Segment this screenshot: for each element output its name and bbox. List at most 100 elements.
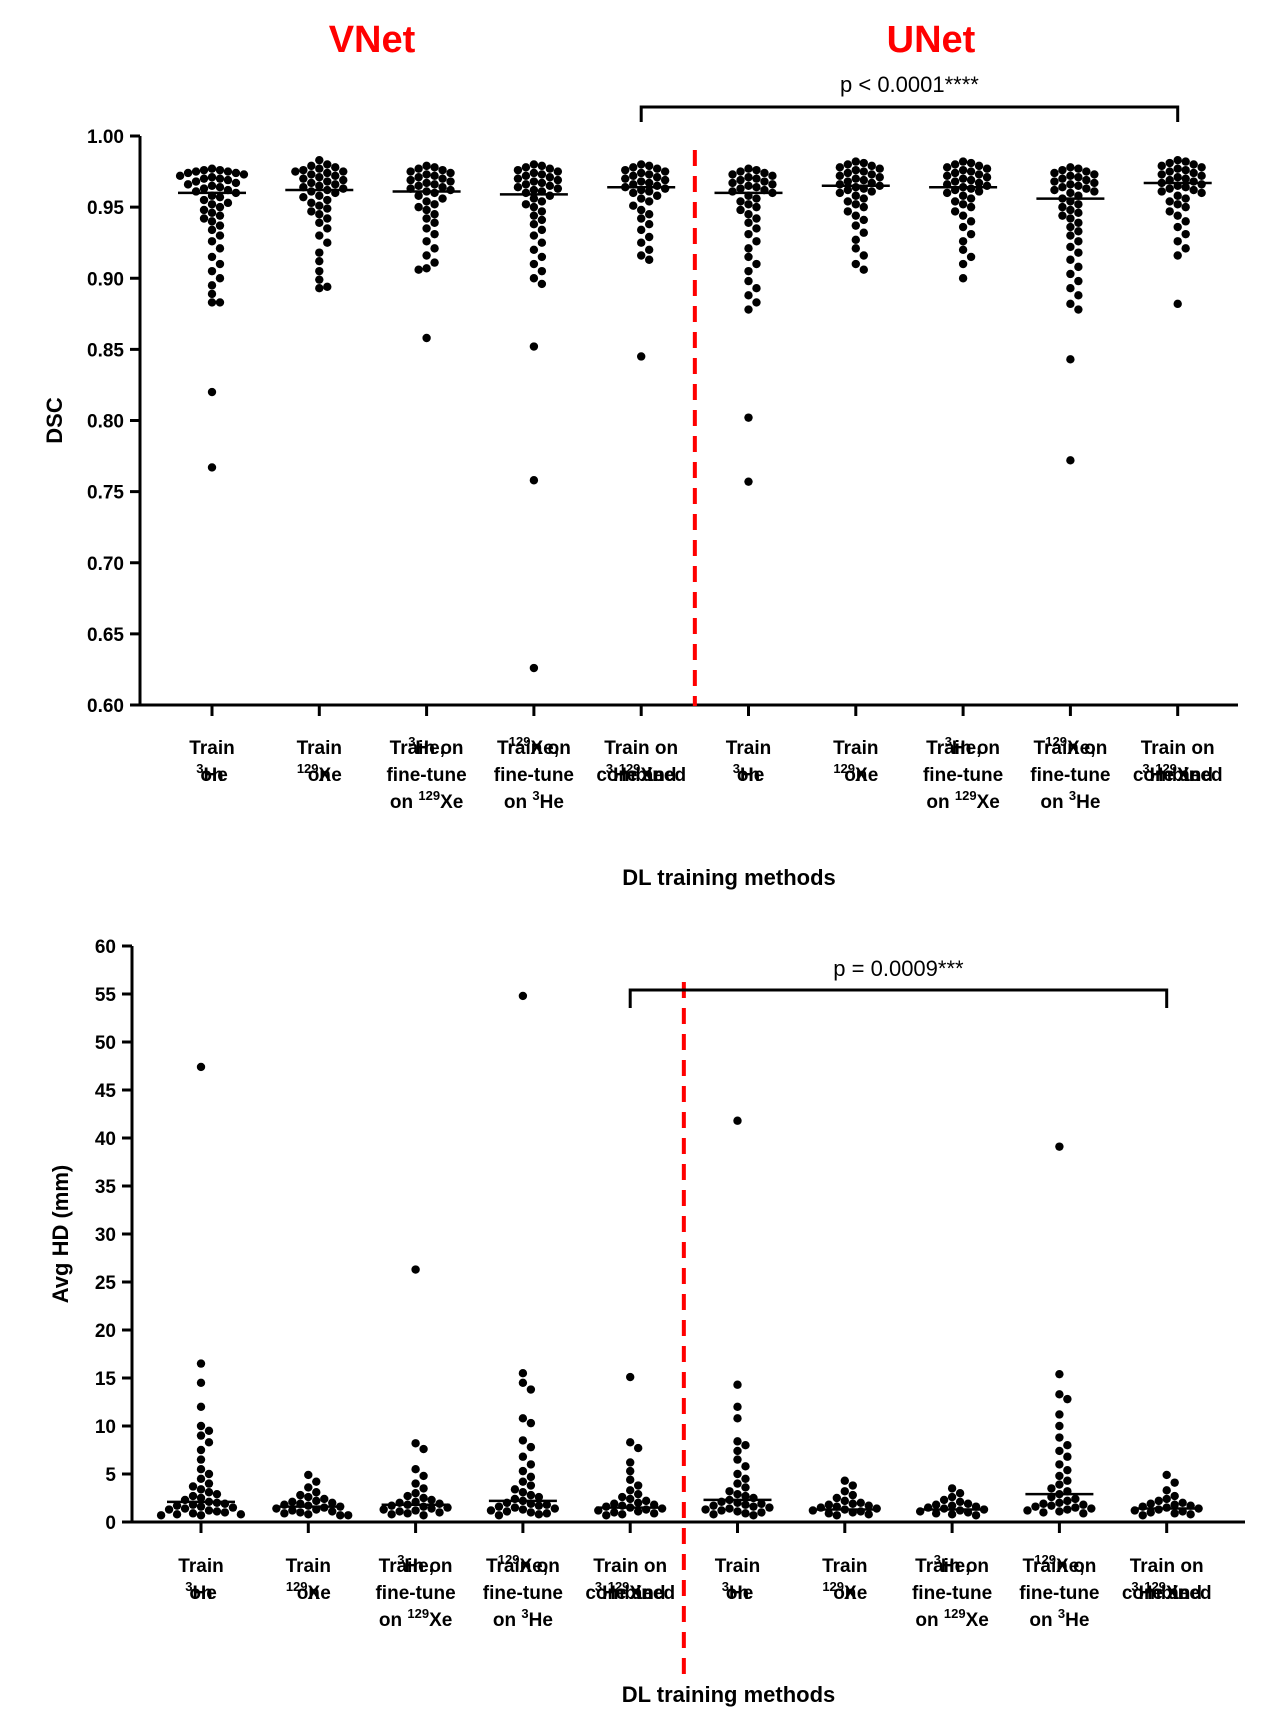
data-point xyxy=(733,1469,742,1479)
data-point xyxy=(172,1510,182,1519)
data-point xyxy=(529,342,539,351)
data-point xyxy=(1170,1509,1179,1518)
data-point xyxy=(1165,197,1174,206)
data-point xyxy=(1170,1478,1179,1487)
x-axis-title: DL training methods xyxy=(622,1682,836,1707)
data-point xyxy=(542,1509,552,1518)
data-point xyxy=(403,1509,412,1518)
data-point xyxy=(633,1481,643,1490)
data-point xyxy=(1063,1505,1072,1514)
data-point xyxy=(1074,227,1083,236)
data-point xyxy=(537,252,547,262)
data-point xyxy=(963,1499,973,1508)
data-point xyxy=(422,205,431,215)
x-category-label: Train on combined3He and129Xe xyxy=(1133,738,1223,786)
data-point xyxy=(835,163,845,172)
data-point xyxy=(204,1488,214,1497)
data-point xyxy=(660,175,670,185)
data-point xyxy=(427,1495,436,1505)
data-point xyxy=(1162,1486,1171,1495)
data-point xyxy=(835,180,845,189)
x-axis-title: DL training methods xyxy=(622,865,836,890)
data-point xyxy=(414,173,423,182)
data-point xyxy=(733,1455,742,1464)
data-point xyxy=(637,194,646,203)
data-point xyxy=(207,181,217,190)
data-point xyxy=(958,174,968,183)
data-point xyxy=(196,1421,206,1431)
data-point xyxy=(414,164,423,173)
data-point xyxy=(1181,217,1190,226)
data-point xyxy=(644,170,654,179)
data-point xyxy=(637,160,646,169)
data-point xyxy=(966,252,976,262)
data-point xyxy=(315,210,324,219)
data-point xyxy=(1186,1510,1195,1519)
data-point xyxy=(1066,242,1075,252)
data-point xyxy=(1039,1508,1048,1517)
data-point xyxy=(411,1265,420,1274)
data-point xyxy=(966,158,976,168)
data-point xyxy=(1071,1494,1080,1504)
data-point xyxy=(315,201,324,210)
data-point xyxy=(315,284,324,293)
data-point xyxy=(1074,173,1083,182)
data-point xyxy=(323,282,332,291)
data-point xyxy=(1066,299,1075,309)
data-point xyxy=(741,1474,750,1484)
data-point xyxy=(1050,185,1059,195)
data-point xyxy=(1165,167,1174,176)
heading-unet: UNet xyxy=(887,19,976,61)
data-point xyxy=(534,1501,544,1510)
y-tick-label: 15 xyxy=(95,1369,117,1390)
data-point xyxy=(1058,202,1067,212)
y-tick-label: 35 xyxy=(95,1177,117,1198)
data-point xyxy=(1066,188,1075,198)
data-point xyxy=(315,256,324,266)
data-point xyxy=(204,1426,214,1436)
data-point xyxy=(626,1475,635,1484)
data-point xyxy=(950,207,960,216)
data-point xyxy=(835,171,845,181)
data-point xyxy=(1074,218,1083,227)
data-point xyxy=(744,266,753,276)
significance-bracket xyxy=(639,105,1180,122)
data-point xyxy=(196,1474,206,1484)
data-point xyxy=(207,463,217,472)
data-point xyxy=(223,167,233,176)
data-point xyxy=(207,208,217,218)
data-point xyxy=(1181,174,1190,183)
data-point xyxy=(1066,284,1075,293)
y-axis-title: Avg HD (mm) xyxy=(48,1165,73,1304)
data-point xyxy=(411,1506,420,1515)
data-point xyxy=(529,168,539,178)
data-point xyxy=(1074,200,1083,209)
data-point xyxy=(553,167,563,176)
data-point xyxy=(502,1507,512,1516)
data-point xyxy=(537,197,547,206)
data-point xyxy=(529,476,539,485)
y-tick-label: 0.60 xyxy=(87,696,124,717)
data-point xyxy=(215,183,225,192)
data-point xyxy=(1090,170,1099,179)
data-point xyxy=(824,1509,834,1518)
data-point xyxy=(733,1489,742,1499)
data-point xyxy=(307,207,316,216)
heading-vnet: VNet xyxy=(329,19,416,61)
data-point xyxy=(518,1369,528,1378)
data-point xyxy=(851,183,860,192)
data-point xyxy=(637,238,646,247)
data-point xyxy=(958,237,968,246)
data-point xyxy=(752,202,761,212)
data-point xyxy=(526,1460,536,1469)
data-point xyxy=(542,1500,552,1509)
data-point xyxy=(1074,291,1083,300)
data-point xyxy=(709,1510,718,1519)
data-point xyxy=(411,1465,420,1474)
data-point xyxy=(323,224,332,233)
data-point xyxy=(422,214,431,223)
data-point xyxy=(1197,171,1206,181)
data-point xyxy=(974,161,984,171)
data-point xyxy=(644,245,654,254)
data-point xyxy=(856,1498,865,1508)
